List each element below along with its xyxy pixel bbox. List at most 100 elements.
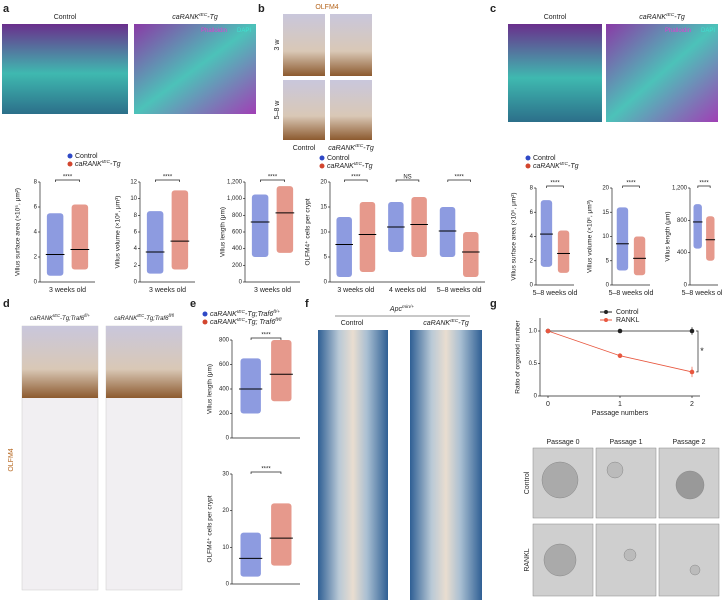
y-tick-label: 20 xyxy=(602,186,609,192)
label-part: IEC xyxy=(666,12,675,18)
significance-label: **** xyxy=(261,467,271,473)
y-axis-label: OLFM4⁺ cells per crypt xyxy=(305,198,312,265)
figure-text: caRANKIEC-Tg;Traf6fl/fl xyxy=(114,313,175,322)
y-tick-label: 30 xyxy=(222,472,229,478)
label-part: OLFM4 xyxy=(8,448,15,471)
figure-text: Control xyxy=(544,14,567,21)
y-tick-label: 0 xyxy=(606,283,610,289)
y-tick-label: 800 xyxy=(232,213,243,219)
label-part: Passage 0 xyxy=(546,439,579,446)
significance-label: NS xyxy=(403,175,411,181)
dot-spread xyxy=(557,230,570,273)
label-part: fl/+ xyxy=(84,313,90,318)
label-part: -Tg xyxy=(207,14,218,21)
x-tick-label: 1 xyxy=(618,401,622,408)
x-tick-label: 5–8 weeks old xyxy=(609,290,654,297)
panel-letter: a xyxy=(3,3,10,15)
label-part: Passage 1 xyxy=(609,439,642,446)
dot-spread xyxy=(271,503,292,566)
y-axis-label: Villus length (μm) xyxy=(220,207,227,257)
dot-spread xyxy=(616,207,629,271)
legend-swatch xyxy=(67,153,73,159)
legend-swatch xyxy=(525,163,531,169)
label-part: caRANK xyxy=(172,14,199,21)
label-part: caRANK xyxy=(210,311,237,318)
y-tick-label: 8 xyxy=(134,213,138,219)
label-part: -Tg xyxy=(363,145,374,152)
dot-spread xyxy=(46,213,64,276)
y-axis-label: Villus surface area (×10⁵, μm²) xyxy=(511,192,518,280)
legend-label: Control xyxy=(616,309,639,316)
y-tick-label: 0 xyxy=(34,280,38,286)
y-tick-label: 10 xyxy=(602,234,609,240)
legend-swatch xyxy=(525,155,531,161)
legend-swatch xyxy=(319,155,325,161)
label-part: Control xyxy=(293,145,316,152)
significance-bracket xyxy=(447,179,471,182)
y-tick-label: 15 xyxy=(320,205,327,211)
dot-spread xyxy=(439,207,456,257)
y-tick-label: 400 xyxy=(677,250,688,256)
significance-bracket xyxy=(250,337,282,340)
label-part: -Tg xyxy=(458,320,469,327)
y-tick-label: 2 xyxy=(134,263,138,269)
dot-spread xyxy=(240,358,261,414)
dot-spread xyxy=(540,200,553,267)
x-tick-label: 4 weeks old xyxy=(389,287,426,294)
label-part: -Tg xyxy=(362,163,373,170)
label-part: -Tg xyxy=(110,161,121,168)
y-tick-label: 4 xyxy=(34,230,38,236)
label-part: 5–8 w xyxy=(274,100,281,120)
figure-text: Apcmin/+ xyxy=(389,304,414,313)
y-tick-label: 12 xyxy=(130,180,137,186)
label-part: -Tg;Traf6 xyxy=(60,316,85,322)
dot-spread xyxy=(411,197,427,257)
x-tick-label: 3 weeks old xyxy=(337,287,374,294)
y-tick-label: 10 xyxy=(320,230,327,236)
label-part: Passage 2 xyxy=(672,439,705,446)
dot-spread xyxy=(146,211,164,274)
x-tick-label: 5–8 weeks old xyxy=(437,287,482,294)
point xyxy=(617,353,623,359)
panel-letter: b xyxy=(258,3,265,15)
label-part: caRANK xyxy=(210,319,237,326)
y-tick-label: 0.5 xyxy=(529,361,538,367)
significance-label: **** xyxy=(454,175,464,181)
figure-text: Passage 0 xyxy=(546,439,579,446)
significance-label: **** xyxy=(351,175,361,181)
image xyxy=(134,24,256,114)
label-part: Apc xyxy=(389,306,403,313)
label-part: RANKL xyxy=(524,548,531,571)
significance-bracket xyxy=(260,179,285,182)
label-part: caRANK xyxy=(75,161,102,168)
legend-label: caRANKIEC-Tg xyxy=(75,159,121,168)
y-tick-label: 10 xyxy=(130,196,137,202)
y-axis-label: Villus volume (×10⁶, μm³) xyxy=(587,200,594,273)
y-tick-label: 1,200 xyxy=(227,180,243,186)
label-part: IEC xyxy=(199,12,208,18)
dot-spread xyxy=(276,186,294,253)
significance-bracket xyxy=(697,185,711,188)
figure-text: caRANKIEC-Tg xyxy=(328,143,374,152)
significance-bracket xyxy=(55,179,80,182)
y-tick-label: 10 xyxy=(222,545,229,551)
legend-label: caRANKIEC-Tg xyxy=(533,161,579,170)
label-part: Phalloidin xyxy=(665,28,691,34)
y-axis-label: Villus volume (×10⁶, μm³) xyxy=(115,196,122,269)
images xyxy=(2,14,720,600)
label-part: DAPI xyxy=(701,28,715,34)
x-tick-label: 3 weeks old xyxy=(254,287,291,294)
image xyxy=(283,80,325,140)
y-tick-label: 8 xyxy=(530,186,534,192)
label-part: caRANK xyxy=(30,316,54,322)
legend-label: caRANKIEC-Tg xyxy=(327,161,373,170)
dot-spread xyxy=(240,532,261,577)
legend-swatch xyxy=(604,310,608,314)
y-tick-label: 200 xyxy=(219,411,230,417)
panel-letter: g xyxy=(490,298,497,310)
image xyxy=(508,24,602,122)
label-part: caRANK xyxy=(114,316,138,322)
label-part: -Tg;Traf6 xyxy=(245,311,273,318)
y-tick-label: 6 xyxy=(134,230,138,236)
y-tick-label: 0 xyxy=(134,280,138,286)
